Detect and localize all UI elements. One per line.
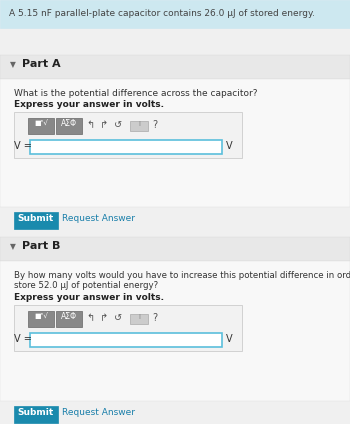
Bar: [0, 0, 350, 28]
Text: ↱: ↱: [100, 120, 108, 130]
Text: ?: ?: [152, 313, 157, 323]
Text: Request Answer: Request Answer: [62, 408, 135, 417]
Text: Request Answer: Request Answer: [62, 214, 135, 223]
Text: ?: ?: [152, 120, 157, 130]
Bar: [0, 55, 350, 79]
Text: V: V: [226, 141, 233, 151]
Bar: [56, 118, 82, 134]
Text: ↺: ↺: [114, 120, 122, 130]
Bar: [14, 212, 58, 229]
Bar: [28, 118, 54, 134]
Bar: [56, 311, 82, 327]
Text: ▼: ▼: [10, 60, 16, 69]
Bar: [28, 311, 54, 327]
Text: Express your answer in volts.: Express your answer in volts.: [14, 100, 164, 109]
Text: ▼: ▼: [10, 242, 16, 251]
Text: store 52.0 μJ of potential energy?: store 52.0 μJ of potential energy?: [14, 281, 158, 290]
Bar: [130, 121, 148, 131]
Bar: [130, 314, 148, 324]
Text: ↰: ↰: [86, 120, 94, 130]
Bar: [14, 112, 242, 158]
Text: ■ⁿ√: ■ⁿ√: [34, 312, 48, 319]
Text: Submit: Submit: [18, 214, 54, 223]
Text: Part A: Part A: [22, 59, 61, 69]
Text: ↱: ↱: [100, 313, 108, 323]
Text: V: V: [226, 334, 233, 344]
Text: AΣΦ: AΣΦ: [61, 312, 77, 321]
Bar: [14, 406, 58, 423]
Text: ■ⁿ√: ■ⁿ√: [34, 119, 48, 126]
Bar: [0, 261, 350, 401]
Text: Submit: Submit: [18, 408, 54, 417]
Text: Part B: Part B: [22, 241, 60, 251]
Text: Express your answer in volts.: Express your answer in volts.: [14, 293, 164, 302]
Text: What is the potential difference across the capacitor?: What is the potential difference across …: [14, 89, 258, 98]
Bar: [30, 333, 222, 347]
Text: I: I: [138, 314, 140, 320]
Text: I: I: [138, 121, 140, 127]
Bar: [30, 140, 222, 154]
Text: V =: V =: [14, 334, 32, 344]
Text: ↺: ↺: [114, 313, 122, 323]
Bar: [0, 79, 350, 207]
Text: ↰: ↰: [86, 313, 94, 323]
Text: A 5.15 nF parallel-plate capacitor contains 26.0 μJ of stored energy.: A 5.15 nF parallel-plate capacitor conta…: [9, 9, 315, 18]
Bar: [14, 305, 242, 351]
Bar: [0, 237, 350, 261]
Text: By how many volts would you have to increase this potential difference in order : By how many volts would you have to incr…: [14, 271, 350, 280]
Text: AΣΦ: AΣΦ: [61, 119, 77, 128]
Text: V =: V =: [14, 141, 32, 151]
